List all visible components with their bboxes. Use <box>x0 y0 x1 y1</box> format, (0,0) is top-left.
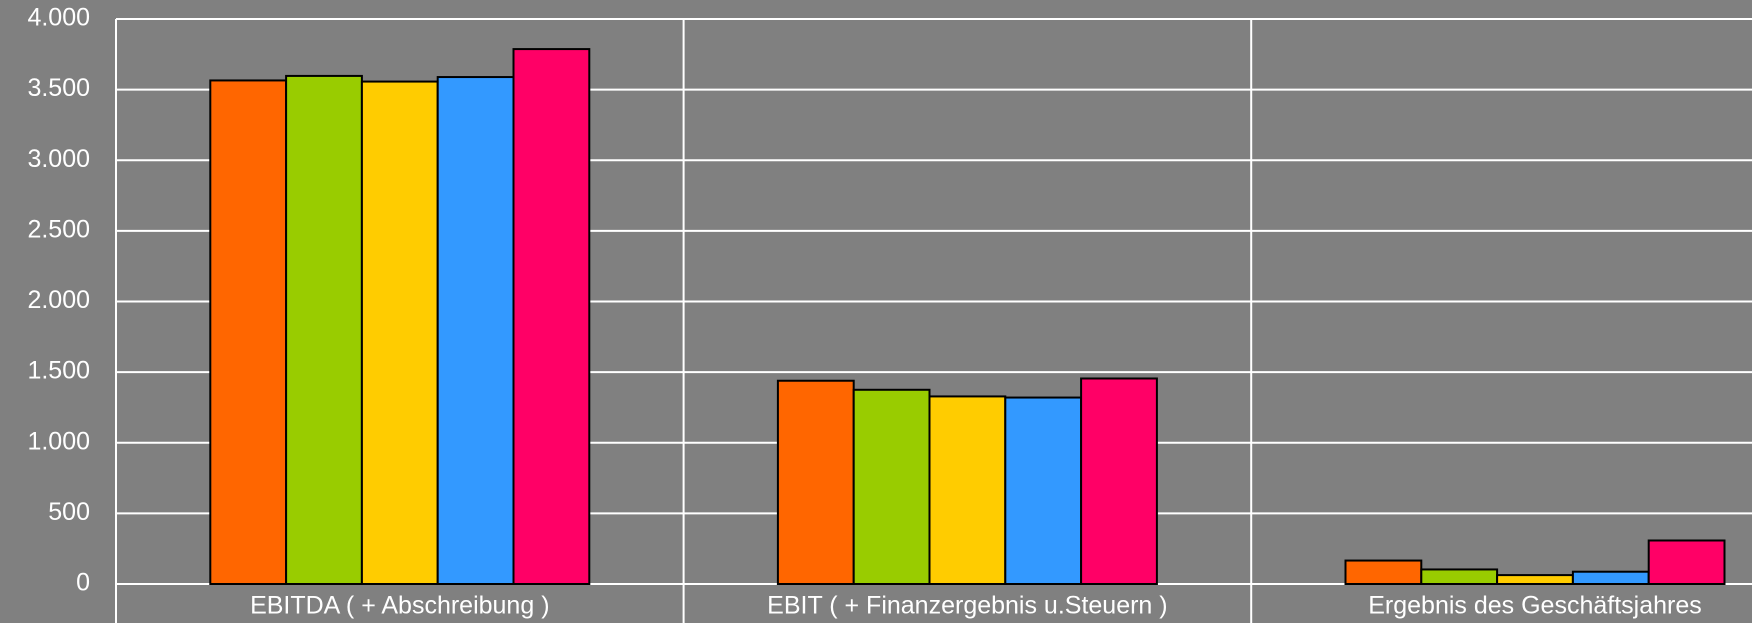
x-tick-label: EBIT ( + Finanzergebnis u.Steuern ) <box>767 592 1167 620</box>
x-tick-label: EBITDA ( + Abschreibung ) <box>250 592 549 620</box>
y-tick-label: 500 <box>48 498 90 526</box>
bar <box>1080 377 1158 586</box>
bar <box>1571 570 1650 585</box>
bar <box>776 379 855 585</box>
y-tick-label: 1.500 <box>27 357 90 385</box>
y-tick-label: 3.500 <box>27 74 90 102</box>
y-tick-label: 1.000 <box>27 427 90 455</box>
bar <box>1496 574 1574 586</box>
y-tick-label: 2.000 <box>27 286 90 314</box>
bar <box>209 79 288 585</box>
y-tick-label: 0 <box>76 569 90 597</box>
bar <box>512 48 591 586</box>
bar <box>928 395 1007 586</box>
bar <box>1004 396 1083 585</box>
y-tick-label: 4.000 <box>27 4 90 32</box>
bar <box>1344 559 1423 585</box>
bar <box>852 388 931 585</box>
bar <box>360 80 439 585</box>
y-tick-label: 2.500 <box>27 215 90 243</box>
bar <box>436 76 515 586</box>
bar <box>1420 568 1499 585</box>
bar <box>1647 539 1726 585</box>
bar <box>285 74 363 586</box>
x-tick-label: Ergebnis des Geschäftsjahres <box>1368 592 1702 620</box>
y-tick-label: 3.000 <box>27 145 90 173</box>
